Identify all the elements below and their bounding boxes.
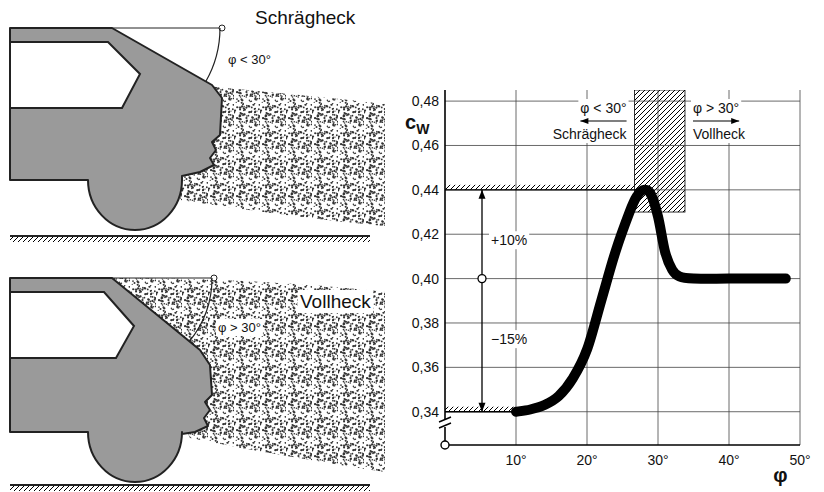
grid-line-x xyxy=(658,90,659,445)
label-patch xyxy=(691,125,748,143)
reference-hatch xyxy=(445,185,644,190)
car-figure: Schrägheck φ < 30° xyxy=(10,6,385,242)
label-patch xyxy=(298,290,373,313)
car-window xyxy=(10,42,140,108)
car-body xyxy=(10,28,222,230)
reference-line xyxy=(445,411,516,412)
grid-line-x xyxy=(729,90,730,445)
angle-arc xyxy=(189,278,212,341)
grid xyxy=(445,90,800,445)
label-patch xyxy=(579,117,627,125)
x-tick-label: 50° xyxy=(789,452,810,468)
grid-line-x xyxy=(587,90,588,445)
y-axis-title: cW xyxy=(405,111,430,137)
label-patch xyxy=(253,6,358,29)
series-group xyxy=(516,190,786,412)
percent-arrow xyxy=(481,283,482,412)
region-arrow xyxy=(692,117,740,125)
angle-reference xyxy=(112,28,219,29)
car-window xyxy=(10,292,134,358)
y-tick-label: 0,36 xyxy=(412,359,439,375)
grid-line-y xyxy=(445,411,800,412)
axis-break xyxy=(439,417,451,428)
grid-line-y xyxy=(445,145,800,146)
base-point xyxy=(478,275,486,283)
angle-reference xyxy=(112,278,211,279)
y-tick-label: 0,42 xyxy=(412,226,439,242)
x-tick-label: 30° xyxy=(647,452,668,468)
angle-arc xyxy=(206,28,220,82)
reference-line xyxy=(445,189,644,190)
cw-curve xyxy=(516,190,786,412)
arrow-head xyxy=(479,190,486,199)
label-patch xyxy=(551,125,630,143)
grid-line-x xyxy=(516,90,517,445)
ground-line xyxy=(10,484,370,486)
figure-title: Vollheck xyxy=(300,291,371,312)
percent-arrow xyxy=(481,190,482,275)
label-patch xyxy=(489,231,529,249)
x-tick-label: 20° xyxy=(576,452,597,468)
y-tick-label: 0,34 xyxy=(412,404,439,420)
percent-changes: +10% −15% xyxy=(478,190,529,412)
y-tick-label: 0,44 xyxy=(412,182,439,198)
chart: 10° 20° 30° 40° 50° 0,34 0,36 0,38 0,40 0,42 0,44 0… xyxy=(405,90,811,486)
ground-line xyxy=(10,235,370,237)
x-tick-label: 10° xyxy=(505,452,526,468)
angle-label: φ > 30° xyxy=(218,320,261,335)
y-tick-label: 0,40 xyxy=(412,271,439,287)
angle-label: φ < 30° xyxy=(228,52,271,67)
grid-line-x xyxy=(800,90,801,445)
label-patch xyxy=(578,99,628,117)
label-patch xyxy=(692,117,740,125)
car-body xyxy=(10,278,212,482)
label-patch xyxy=(216,319,263,336)
grid-line-y xyxy=(445,367,800,368)
y-axis xyxy=(444,90,446,445)
y-tick-label: 0,38 xyxy=(412,315,439,331)
ground-hatch xyxy=(10,486,370,491)
arrow-head xyxy=(731,118,739,124)
region-name: Schrägheck xyxy=(553,126,628,142)
arrow-head xyxy=(479,403,486,412)
region-arrow xyxy=(579,117,627,125)
x-tick-label: 40° xyxy=(718,452,739,468)
grid-line-y xyxy=(445,189,800,190)
label-patch xyxy=(489,330,529,348)
label-patch xyxy=(691,99,741,117)
figure: Schrägheck φ < 30° Vollheck φ > 30° 10° 20° 30… xyxy=(0,0,824,492)
x-axis-title: φ xyxy=(773,464,787,486)
origin-mark xyxy=(441,441,449,449)
y-tick-label: 0,48 xyxy=(412,93,439,109)
car-figure: Vollheck φ > 30° xyxy=(10,275,385,491)
y-tick-label: 0,46 xyxy=(412,137,439,153)
grid-line-y xyxy=(445,322,800,323)
region-condition: φ > 30° xyxy=(693,100,739,116)
label-patch xyxy=(226,51,273,68)
region-name: Vollheck xyxy=(693,126,746,142)
percent-label: −15% xyxy=(491,331,527,347)
y-axis-title-main: c xyxy=(405,111,416,133)
y-axis-title-sub: W xyxy=(416,121,430,137)
percent-label: +10% xyxy=(491,232,527,248)
ground-hatch xyxy=(10,237,370,242)
x-axis xyxy=(445,444,800,446)
car-figures: Schrägheck φ < 30° Vollheck φ > 30° xyxy=(10,6,385,491)
region-condition: φ < 30° xyxy=(580,100,626,116)
figure-title: Schrägheck xyxy=(255,7,356,28)
arrow-head xyxy=(580,118,588,124)
